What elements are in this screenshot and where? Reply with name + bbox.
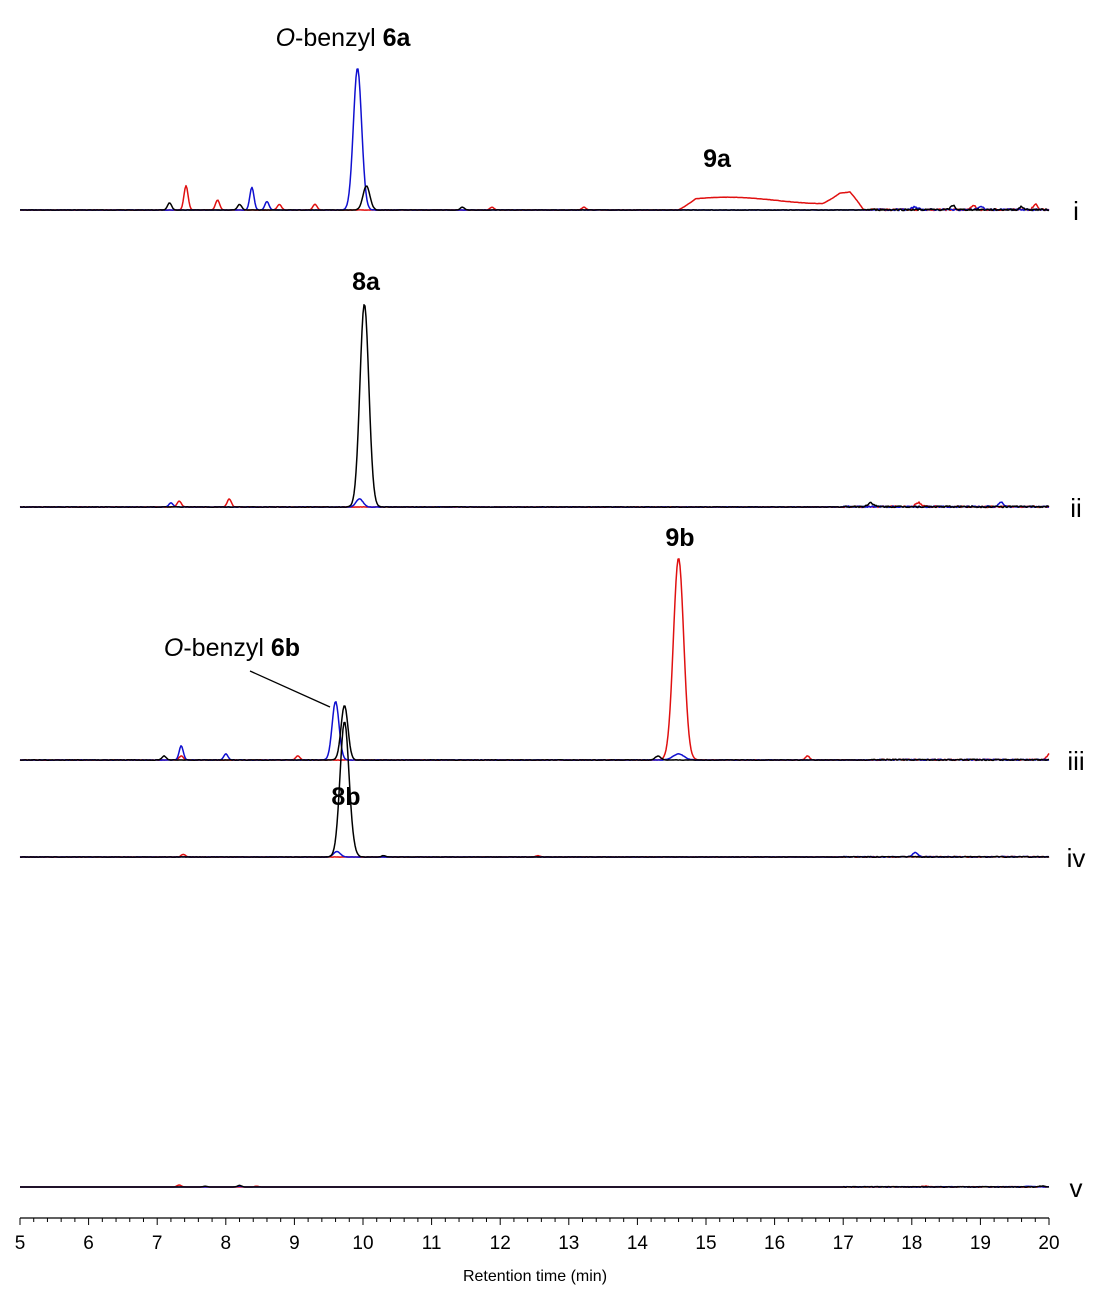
x-tick-label: 11 (422, 1233, 442, 1254)
series-line-i-blue (20, 68, 1050, 212)
trace-ii: ii (19, 304, 1082, 523)
x-tick-label: 10 (352, 1233, 373, 1254)
series-line-iii-blue (19, 701, 1050, 762)
x-axis: 5 6 7 8 9 10 11 12 13 14 15 16 17 18 19 20 (15, 1217, 1060, 1254)
x-tick-label: 5 (15, 1233, 26, 1254)
peak-annotation-6a: O-benzyl 6a (276, 24, 412, 52)
peak-annotation-9a: 9a (703, 145, 732, 173)
x-tick-label: 12 (490, 1233, 511, 1254)
trace-iv: iv (19, 721, 1086, 873)
peak-annotation-8a: 8a (352, 268, 381, 296)
series-line-v-black (20, 1184, 1050, 1188)
x-tick-label: 13 (558, 1233, 579, 1254)
trace-label-iv: iv (1067, 843, 1086, 873)
x-tick-label: 8 (221, 1233, 232, 1254)
x-tick-label: 14 (627, 1233, 649, 1254)
trace-v: v (20, 1173, 1083, 1203)
peak-annotation-8b: 8b (331, 783, 360, 811)
x-tick-label: 16 (764, 1233, 785, 1254)
x-tick-label: 20 (1038, 1233, 1059, 1254)
x-tick-label: 17 (833, 1233, 854, 1254)
x-tick-label: 9 (289, 1233, 300, 1254)
trace-i: i (20, 68, 1079, 226)
trace-label-i: i (1073, 196, 1079, 226)
trace-label-ii: ii (1070, 493, 1082, 523)
series-line-i-red (20, 184, 1050, 212)
x-tick-label: 18 (901, 1233, 922, 1254)
annotation-leader-line (249, 670, 331, 708)
peak-annotation-9b: 9b (665, 524, 694, 552)
x-tick-label: 19 (970, 1233, 991, 1254)
series-line-iii-black (19, 705, 1050, 762)
x-tick-label: 15 (695, 1233, 716, 1254)
peak-annotation-6b: O-benzyl 6b (164, 634, 300, 662)
x-tick-label: 6 (83, 1233, 94, 1254)
x-axis-label: Retention time (min) (463, 1268, 607, 1285)
x-tick-label: 7 (152, 1233, 163, 1254)
trace-iii: iii (19, 558, 1085, 776)
series-line-i-black (20, 185, 1049, 212)
series-line-iv-black (20, 721, 1050, 858)
series-line-ii-black (19, 304, 1050, 509)
trace-label-iii: iii (1067, 746, 1084, 776)
trace-label-v: v (1070, 1173, 1083, 1203)
